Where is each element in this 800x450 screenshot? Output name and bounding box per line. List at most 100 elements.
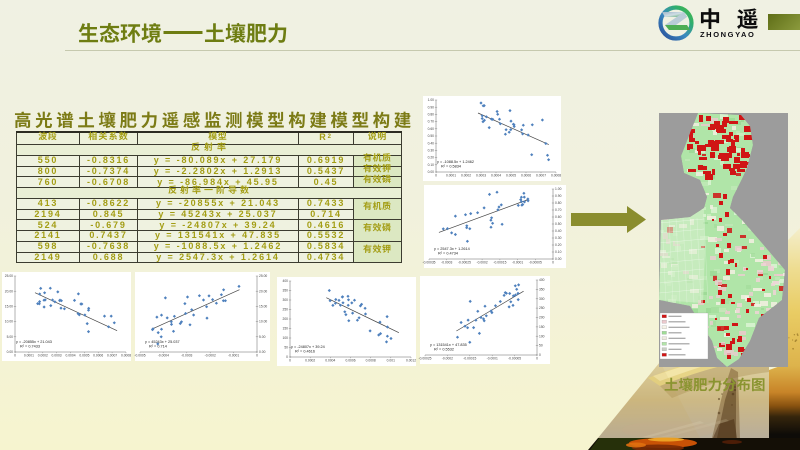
svg-text:0.80: 0.80 (555, 201, 562, 205)
svg-text:y = 45243x + 25.037: y = 45243x + 25.037 (145, 340, 180, 344)
svg-text:100: 100 (282, 336, 288, 340)
svg-text:0.70: 0.70 (555, 208, 562, 212)
svg-text:0.0008: 0.0008 (121, 354, 131, 358)
svg-text:200: 200 (282, 317, 288, 321)
svg-text:200: 200 (539, 316, 545, 320)
svg-text:5.00: 5.00 (7, 335, 14, 339)
svg-text:0.001: 0.001 (387, 359, 395, 363)
svg-text:0: 0 (552, 261, 554, 265)
svg-text:0.0002: 0.0002 (38, 354, 48, 358)
svg-text:20.00: 20.00 (259, 289, 267, 293)
svg-text:0.70: 0.70 (428, 120, 435, 124)
svg-text:0.0002: 0.0002 (305, 359, 315, 363)
svg-text:-0.0001: -0.0001 (228, 354, 239, 358)
svg-text:R² = 0.7433: R² = 0.7433 (20, 345, 40, 349)
svg-text:0: 0 (286, 355, 288, 359)
svg-text:R² = 0.4616: R² = 0.4616 (295, 350, 315, 354)
svg-text:0.30: 0.30 (555, 236, 562, 240)
svg-text:0.00: 0.00 (259, 350, 266, 354)
svg-text:0.0004: 0.0004 (491, 174, 501, 178)
svg-text:-0.00005: -0.00005 (529, 261, 542, 265)
svg-text:0.0012: 0.0012 (406, 359, 416, 363)
svg-text:100: 100 (539, 334, 545, 338)
svg-text:0: 0 (256, 354, 258, 358)
svg-text:250: 250 (282, 308, 288, 312)
svg-text:-0.0005: -0.0005 (134, 354, 145, 358)
svg-text:10.00: 10.00 (5, 320, 13, 324)
svg-text:0.00: 0.00 (555, 257, 562, 261)
svg-text:-0.00025: -0.00025 (458, 261, 471, 265)
svg-text:0.0001: 0.0001 (24, 354, 34, 358)
svg-text:R² = 0.4734: R² = 0.4734 (438, 252, 458, 256)
svg-text:R² = 0.5532: R² = 0.5532 (434, 348, 454, 352)
svg-text:0.0001: 0.0001 (446, 174, 456, 178)
svg-text:300: 300 (282, 298, 288, 302)
svg-text:0.0007: 0.0007 (536, 174, 546, 178)
svg-text:-0.00005: -0.00005 (508, 357, 521, 361)
svg-text:-0.00015: -0.00015 (493, 261, 506, 265)
svg-text:0.20: 0.20 (555, 243, 562, 247)
svg-text:0.00: 0.00 (7, 350, 14, 354)
svg-text:0.0003: 0.0003 (476, 174, 486, 178)
svg-text:0.0004: 0.0004 (325, 359, 335, 363)
svg-text:0.50: 0.50 (428, 134, 435, 138)
svg-text:0.30: 0.30 (428, 149, 435, 153)
svg-text:150: 150 (282, 327, 288, 331)
svg-text:-0.00025: -0.00025 (418, 357, 431, 361)
svg-text:0.0005: 0.0005 (506, 174, 516, 178)
svg-text:250: 250 (539, 306, 545, 310)
svg-text:-0.0003: -0.0003 (181, 354, 192, 358)
svg-text:-0.0002: -0.0002 (205, 354, 216, 358)
svg-text:25.00: 25.00 (5, 274, 13, 278)
svg-text:0.90: 0.90 (428, 105, 435, 109)
svg-text:50: 50 (539, 344, 543, 348)
svg-text:0.40: 0.40 (428, 141, 435, 145)
svg-text:-0.0001: -0.0001 (487, 357, 498, 361)
svg-text:0.10: 0.10 (555, 250, 562, 254)
svg-text:15.00: 15.00 (259, 305, 267, 309)
svg-text:y = 131541x + 47.835: y = 131541x + 47.835 (430, 343, 467, 347)
svg-text:y = -20855x + 21.043: y = -20855x + 21.043 (16, 340, 52, 344)
svg-text:0.90: 0.90 (555, 194, 562, 198)
svg-text:0.0003: 0.0003 (52, 354, 62, 358)
svg-text:-0.0002: -0.0002 (442, 357, 453, 361)
svg-text:0.0006: 0.0006 (93, 354, 103, 358)
svg-text:0.10: 0.10 (428, 163, 435, 167)
svg-text:150: 150 (539, 325, 545, 329)
svg-text:1.00: 1.00 (428, 98, 435, 102)
svg-text:y = 2547.3x + 1.2614: y = 2547.3x + 1.2614 (434, 247, 470, 251)
svg-text:0.40: 0.40 (555, 229, 562, 233)
svg-text:300: 300 (539, 297, 545, 301)
svg-text:-0.0001: -0.0001 (512, 261, 523, 265)
svg-text:-0.0002: -0.0002 (477, 261, 488, 265)
svg-text:50: 50 (284, 346, 288, 350)
svg-text:R² = 0.714: R² = 0.714 (149, 345, 167, 349)
svg-text:0.0006: 0.0006 (521, 174, 531, 178)
svg-text:0.0004: 0.0004 (65, 354, 75, 358)
svg-text:0: 0 (289, 359, 291, 363)
svg-text:y = -24807x + 39.24: y = -24807x + 39.24 (291, 345, 325, 349)
svg-text:350: 350 (282, 289, 288, 293)
svg-text:5.00: 5.00 (259, 335, 266, 339)
svg-text:400: 400 (539, 278, 545, 282)
svg-text:0: 0 (539, 353, 541, 357)
svg-text:-0.00015: -0.00015 (463, 357, 476, 361)
svg-text:10.00: 10.00 (259, 320, 267, 324)
svg-text:0: 0 (536, 357, 538, 361)
svg-text:0.0007: 0.0007 (107, 354, 117, 358)
svg-text:-0.0003: -0.0003 (441, 261, 452, 265)
svg-text:0.80: 0.80 (428, 113, 435, 117)
svg-text:350: 350 (539, 288, 545, 292)
svg-text:-0.00035: -0.00035 (422, 261, 435, 265)
svg-text:R² = 0.5834: R² = 0.5834 (441, 165, 461, 169)
svg-text:25.00: 25.00 (259, 274, 267, 278)
svg-text:0: 0 (435, 174, 437, 178)
svg-text:0.60: 0.60 (428, 127, 435, 131)
svg-text:0.60: 0.60 (555, 215, 562, 219)
svg-text:0: 0 (14, 354, 16, 358)
svg-text:0.0008: 0.0008 (551, 174, 561, 178)
svg-text:-0.0004: -0.0004 (158, 354, 169, 358)
svg-text:20.00: 20.00 (5, 289, 13, 293)
svg-text:0.20: 0.20 (428, 156, 435, 160)
svg-text:400: 400 (282, 279, 288, 283)
